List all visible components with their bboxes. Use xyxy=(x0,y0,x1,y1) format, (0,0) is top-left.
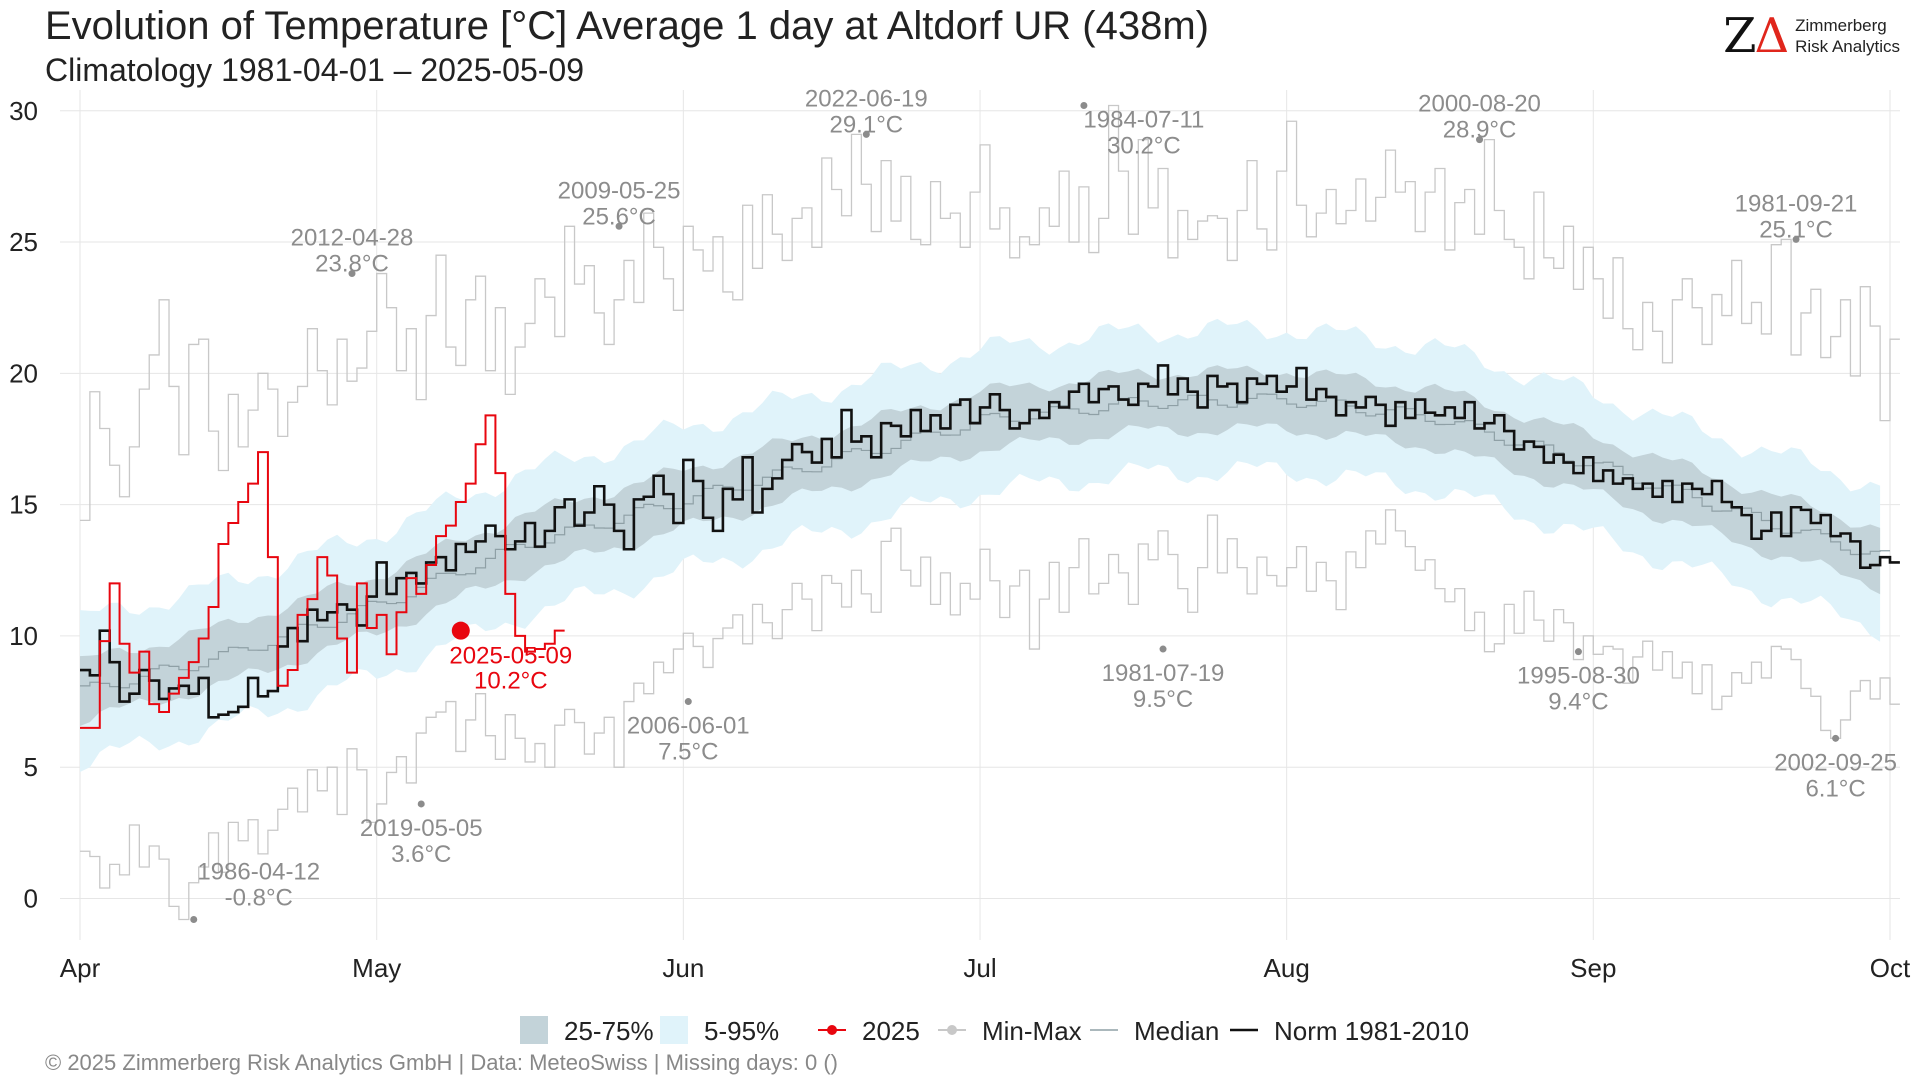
legend-label: 25-75% xyxy=(564,1016,654,1046)
axes: 0 5 10 15 20 25 30 Apr May Jun Jul Aug Sep Oct xyxy=(9,96,1911,983)
annotation-value: 3.6°C xyxy=(391,841,451,868)
legend-item-series_2025: 2025 xyxy=(818,1016,920,1046)
logo-line-1: Zimmerberg xyxy=(1795,16,1887,35)
max-line xyxy=(80,104,1900,522)
extreme-point xyxy=(1574,648,1582,656)
x-tick-label: Sep xyxy=(1570,953,1616,983)
logo-mark-icon: ZΔ xyxy=(1723,8,1789,64)
median-line xyxy=(80,393,1890,689)
legend-item-norm: Norm 1981-2010 xyxy=(1230,1016,1469,1046)
legend-item-band_5_95: 5-95% xyxy=(660,1016,779,1046)
annotation-date: 1984-07-11 xyxy=(1083,107,1204,134)
annotation-date: 2012-04-28 xyxy=(291,225,414,252)
annotation-value: 7.5°C xyxy=(658,739,718,766)
legend-item-min_max: Min-Max xyxy=(938,1016,1082,1046)
annotation-date: 2006-06-01 xyxy=(627,713,750,740)
annotation-value: 25.6°C xyxy=(582,203,656,230)
legend-label: Norm 1981-2010 xyxy=(1274,1016,1469,1046)
legend-label: 2025 xyxy=(862,1016,920,1046)
extreme-point xyxy=(1159,645,1167,653)
extreme-point xyxy=(684,698,692,706)
company-logo: ZΔ Zimmerberg Risk Analytics xyxy=(1723,12,1900,60)
y-tick-label: 0 xyxy=(24,883,38,913)
annotation-date: 2009-05-25 xyxy=(558,177,681,204)
legend-item-median: Median xyxy=(1090,1016,1219,1046)
x-tick-label: May xyxy=(352,953,401,983)
y-tick-label: 20 xyxy=(9,358,38,388)
series-2025-last-point xyxy=(451,621,470,640)
footer-credits: © 2025 Zimmerberg Risk Analytics GmbH | … xyxy=(45,1050,838,1075)
annotation-date: 2000-08-20 xyxy=(1418,91,1541,118)
chart-legend: 25-75% 5-95% 2025 Min-Max Median Norm 1981-20… xyxy=(520,1016,1469,1046)
annotation-value: 10.2°C xyxy=(474,668,548,695)
annotation-value: 28.9°C xyxy=(1443,117,1517,144)
extreme-point xyxy=(1832,734,1840,742)
min-line xyxy=(80,509,1900,921)
legend-label: Min-Max xyxy=(982,1016,1082,1046)
extreme-point xyxy=(417,800,425,808)
logo-text: Zimmerberg Risk Analytics xyxy=(1795,15,1900,57)
legend-swatch-dot xyxy=(947,1025,957,1035)
annotation-date: 2022-06-19 xyxy=(805,85,928,112)
annotation-value: 6.1°C xyxy=(1805,775,1865,802)
extreme-point xyxy=(615,222,623,230)
legend-swatch xyxy=(520,1016,548,1044)
annotation-date: 2019-05-05 xyxy=(360,815,483,842)
series-2025-line xyxy=(80,414,565,729)
annotation-value: 9.4°C xyxy=(1548,689,1608,716)
extreme-point xyxy=(1080,102,1088,110)
extreme-point xyxy=(1476,136,1484,144)
chart-title: Evolution of Temperature [°C] Average 1 … xyxy=(45,4,1210,48)
y-tick-label: 25 xyxy=(9,227,38,257)
annotation-value: 9.5°C xyxy=(1133,686,1193,713)
x-tick-label: Apr xyxy=(60,953,101,983)
extreme-point xyxy=(190,915,198,923)
x-tick-label: Jun xyxy=(662,953,704,983)
x-tick-label: Oct xyxy=(1870,953,1911,983)
legend-swatch xyxy=(660,1016,688,1044)
legend-swatch-dot xyxy=(827,1025,837,1035)
norm-line xyxy=(80,364,1900,719)
legend-label: 5-95% xyxy=(704,1016,779,1046)
percentile-bands xyxy=(80,318,1881,772)
annotation-value: 23.8°C xyxy=(315,251,389,278)
x-tick-label: Aug xyxy=(1264,953,1310,983)
extreme-point xyxy=(862,130,870,138)
annotation-date: 2025-05-09 xyxy=(449,643,572,670)
chart-subtitle: Climatology 1981-04-01 – 2025-05-09 xyxy=(45,52,585,88)
y-tick-label: 10 xyxy=(9,621,38,651)
annotation-date: 1995-08-30 xyxy=(1517,663,1640,690)
annotation-value: 30.2°C xyxy=(1107,133,1181,160)
x-tick-label: Jul xyxy=(963,953,996,983)
annotation-date: 2002-09-25 xyxy=(1774,749,1897,776)
y-tick-label: 15 xyxy=(9,490,38,520)
legend-label: Median xyxy=(1134,1016,1219,1046)
logo-line-2: Risk Analytics xyxy=(1795,37,1900,56)
extreme-point xyxy=(1792,235,1800,243)
annotation-date: 1986-04-12 xyxy=(197,858,320,885)
extreme-point xyxy=(348,270,356,278)
annotation-date: 1981-07-19 xyxy=(1102,660,1225,687)
annotation-value: 25.1°C xyxy=(1759,216,1833,243)
legend-item-band_25_75: 25-75% xyxy=(520,1016,654,1046)
annotation-value: 29.1°C xyxy=(829,111,903,138)
series-lines xyxy=(80,104,1900,921)
band-25-75 xyxy=(80,365,1881,726)
annotation-value: -0.8°C xyxy=(225,884,293,911)
annotation-date: 1981-09-21 xyxy=(1735,190,1858,217)
y-tick-label: 5 xyxy=(24,752,38,782)
y-tick-label: 30 xyxy=(9,96,38,126)
